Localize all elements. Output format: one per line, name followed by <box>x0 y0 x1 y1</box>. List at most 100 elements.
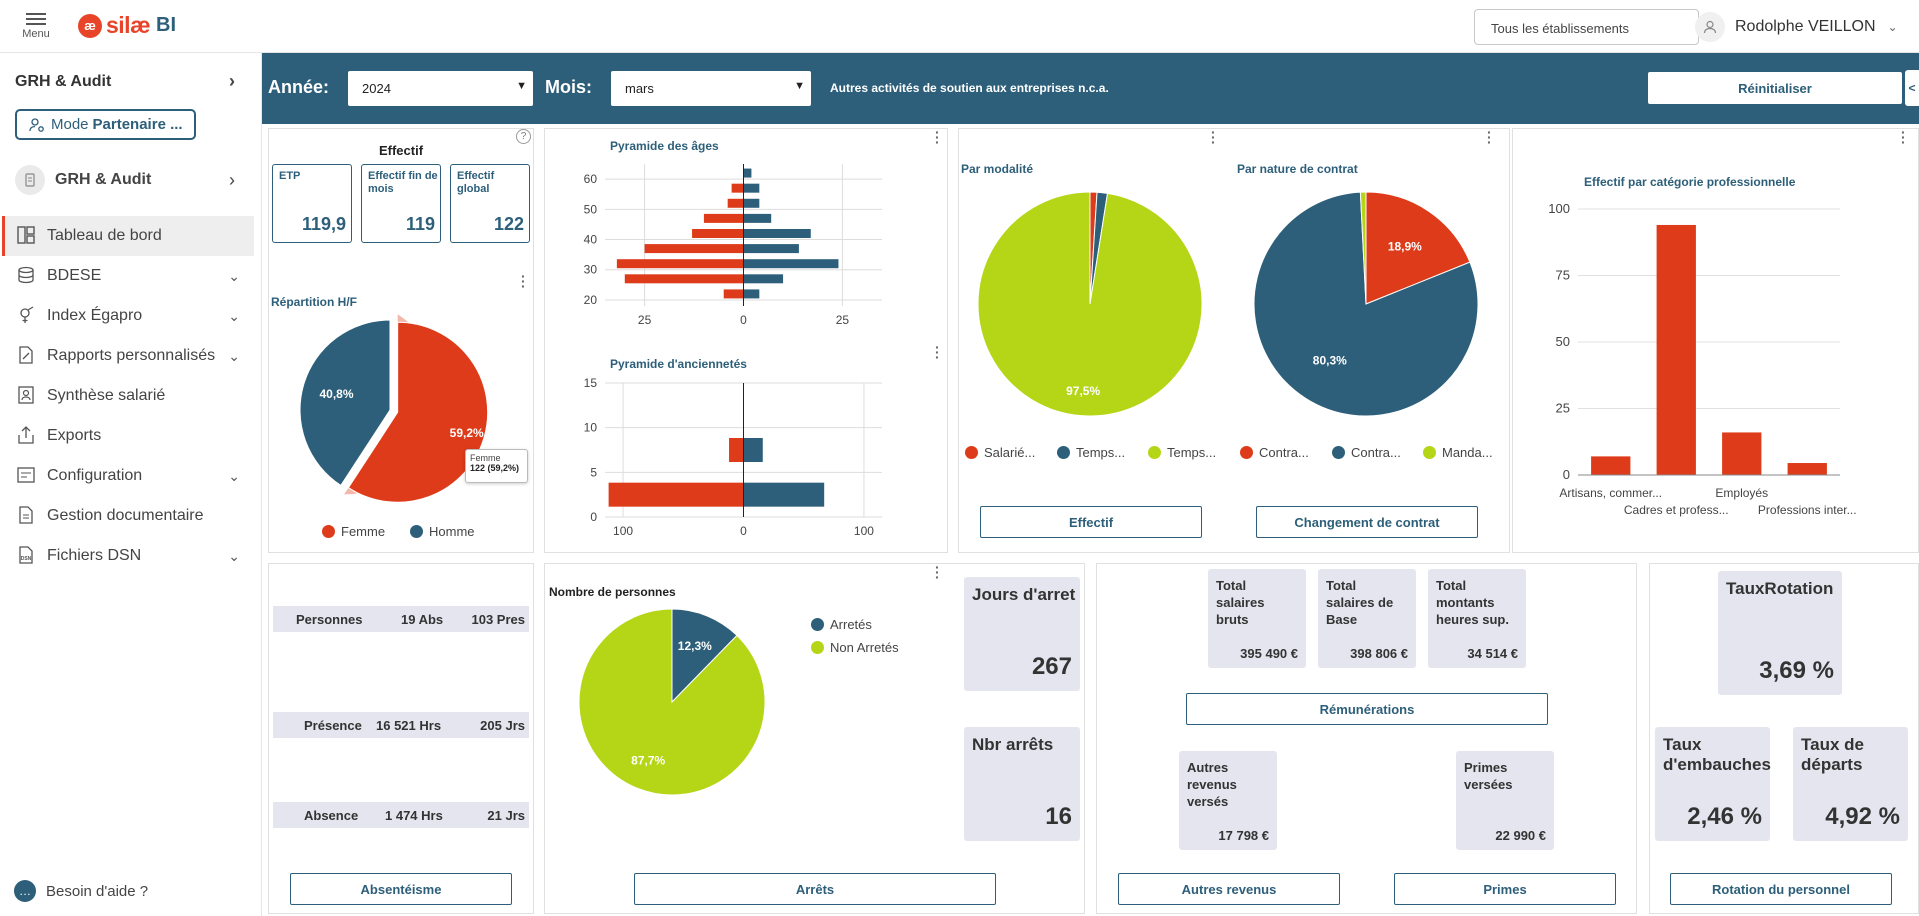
pie-slice <box>1365 191 1471 305</box>
sidebar-item-rapports[interactable]: Rapports personnalisés ⌄ <box>0 336 262 376</box>
user-menu[interactable]: Rodolphe VEILLON ⌄ <box>1695 10 1898 44</box>
primes-button[interactable]: Primes <box>1394 873 1616 905</box>
workspace-label: GRH & Audit <box>55 171 152 188</box>
chevron-down-icon: ⌄ <box>228 467 240 484</box>
autres-revenus-button[interactable]: Autres revenus <box>1118 873 1340 905</box>
tile-value: 2,46 % <box>1687 803 1762 830</box>
category-bar <box>1787 463 1827 475</box>
nature-contrat-pie: 18,9% 80,3% <box>1253 191 1479 417</box>
help-icon[interactable]: ? <box>516 129 531 144</box>
sidebar-item-gestion-documentaire[interactable]: Gestion documentaire <box>0 496 262 536</box>
chevron-down-icon: ⌄ <box>228 267 240 284</box>
row-label: Personnes <box>296 612 363 627</box>
tile-label: Total salaires de Base <box>1326 578 1394 627</box>
sidebar-section-title: GRH & Audit <box>15 73 112 90</box>
establishment-select[interactable]: Tous les établissements <box>1474 9 1699 45</box>
month-select[interactable]: mars ▼ <box>611 71 811 106</box>
row-value-2: 103 Pres <box>471 612 526 627</box>
year-label: Année: <box>268 77 330 97</box>
tile-label: Autres revenus versés <box>1187 760 1237 809</box>
tile-taux-rotation: TauxRotation 3,69 % <box>1718 571 1842 695</box>
effectif-button[interactable]: Effectif <box>980 506 1202 538</box>
legend-modalite-1[interactable]: Salarié... <box>965 445 1035 460</box>
mode-partenaire-button[interactable]: Mode Partenaire ... <box>15 109 196 140</box>
bar-femme <box>692 228 744 238</box>
tile-label: TauxRotation <box>1726 579 1834 598</box>
more-options-icon[interactable]: · · · <box>1211 124 1216 150</box>
logo-bi: BI <box>156 14 177 36</box>
sidebar-item-configuration[interactable]: Configuration ⌄ <box>0 456 262 496</box>
legend-homme[interactable]: Homme <box>410 524 475 539</box>
bar-homme <box>743 183 760 193</box>
abs-row-presence: Présence 16 521 Hrs 205 Jrs <box>273 712 529 738</box>
legend-nature-3[interactable]: Manda... <box>1423 445 1493 460</box>
sidebar-item-index-egapro[interactable]: Index Égapro ⌄ <box>0 296 262 336</box>
repartition-title: Répartition H/F <box>271 295 357 309</box>
legend-label: Non Arretés <box>830 640 899 655</box>
arrets-button[interactable]: Arrêts <box>634 873 996 905</box>
pie-slice <box>1359 191 1367 305</box>
changement-contrat-button[interactable]: Changement de contrat <box>1256 506 1478 538</box>
pie-label: 87,7% <box>631 754 665 768</box>
year-select[interactable]: 2024 ▼ <box>348 71 533 106</box>
more-options-icon[interactable]: · · · <box>935 339 940 365</box>
workspace-selector[interactable]: GRH & Audit › <box>15 163 235 197</box>
more-options-icon[interactable]: · · · <box>1487 124 1492 150</box>
more-options-icon[interactable]: · · · <box>935 124 940 150</box>
sidebar-nav: Tableau de bord BDESE ⌄ Index Égapro ⌄ R… <box>0 216 262 576</box>
nature-contrat-title: Par nature de contrat <box>1237 162 1358 176</box>
sidebar-section-header[interactable]: GRH & Audit › <box>15 71 235 91</box>
chevron-right-icon: › <box>229 169 235 190</box>
sidebar-item-label: Tableau de bord <box>47 227 162 244</box>
category-bar <box>1591 456 1631 475</box>
absenteisme-button[interactable]: Absentéisme <box>290 873 512 905</box>
sidebar-item-bdese[interactable]: BDESE ⌄ <box>0 256 262 296</box>
legend-non-arretes[interactable]: Non Arretés <box>811 640 899 655</box>
more-options-icon[interactable]: · · · <box>935 559 940 585</box>
month-value: mars <box>625 81 654 96</box>
sidebar-item-label: Index Égapro <box>47 307 143 324</box>
sidebar-item-tableau-de-bord[interactable]: Tableau de bord <box>2 216 254 256</box>
pie-slice <box>1253 191 1479 417</box>
person-settings-icon <box>29 117 44 132</box>
bar-homme <box>743 228 811 238</box>
year-value: 2024 <box>362 81 391 96</box>
menu-button[interactable]: Menu <box>22 10 50 40</box>
modalite-title: Par modalité <box>961 162 1034 176</box>
reset-button[interactable]: Réinitialiser <box>1648 72 1902 104</box>
rotation-button[interactable]: Rotation du personnel <box>1670 873 1892 905</box>
y-tick-label: 0 <box>1563 467 1570 482</box>
collapse-panel-button[interactable]: < <box>1905 70 1919 106</box>
bar-homme <box>743 259 839 269</box>
filter-bar: Année: 2024 ▼ Mois: mars ▼ Autres activi… <box>262 53 1919 124</box>
legend-modalite-2[interactable]: Temps... <box>1057 445 1125 460</box>
database-icon <box>16 266 36 286</box>
legend-arretes[interactable]: Arretés <box>811 617 872 632</box>
more-options-icon[interactable]: · · · <box>521 268 526 294</box>
row-value-1: 16 521 Hrs <box>376 718 442 733</box>
y-tick-label: 25 <box>1556 401 1570 416</box>
remunerations-button[interactable]: Rémunérations <box>1186 693 1548 725</box>
pie-slice <box>347 321 489 503</box>
sidebar-item-synthese-salarie[interactable]: Synthèse salarié <box>0 376 262 416</box>
legend-modalite-3[interactable]: Temps... <box>1148 445 1216 460</box>
effectif-title: Effectif <box>378 143 424 158</box>
pie-slice <box>977 191 1203 417</box>
app-logo[interactable]: æ silæ BI <box>78 12 176 39</box>
tile-heures-sup: Total montants heures sup. 34 514 € <box>1428 569 1526 668</box>
bar-femme <box>608 482 744 507</box>
sidebar-item-exports[interactable]: Exports <box>0 416 262 456</box>
bar-femme <box>644 244 744 254</box>
tile-value: 395 490 € <box>1240 646 1298 661</box>
help-link[interactable]: … Besoin d'aide ? <box>14 880 148 902</box>
x-tick-label: 25 <box>638 313 652 327</box>
pie-tooltip: Femme 122 (59,2%) <box>465 449 528 483</box>
legend-nature-1[interactable]: Contra... <box>1240 445 1309 460</box>
more-options-icon[interactable]: · · · <box>1901 124 1906 150</box>
pie-label: 12,3% <box>678 639 712 653</box>
legend-nature-2[interactable]: Contra... <box>1332 445 1401 460</box>
legend-dot <box>965 446 978 459</box>
y-tick-label: 50 <box>1556 334 1570 349</box>
sidebar-item-fichiers-dsn[interactable]: DSN Fichiers DSN ⌄ <box>0 536 262 576</box>
legend-femme[interactable]: Femme <box>322 524 385 539</box>
